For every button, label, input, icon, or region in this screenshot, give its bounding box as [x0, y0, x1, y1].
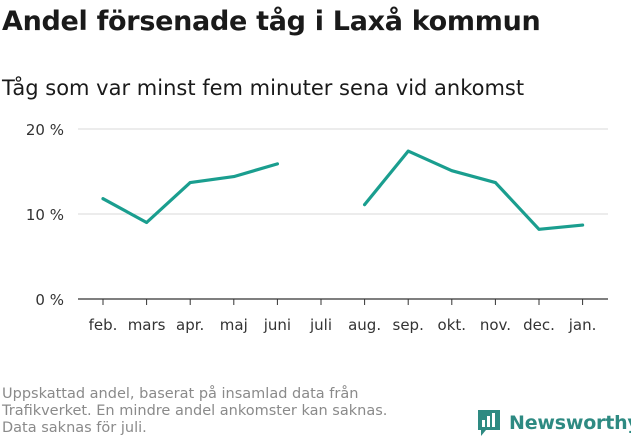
data-point: [145, 221, 149, 224]
footnote-line: Trafikverket. En mindre andel ankomster …: [2, 403, 388, 419]
x-tick-label: jan.: [568, 316, 597, 334]
series-line: [363, 149, 585, 231]
x-tick-label: aug.: [348, 316, 381, 334]
y-tick-label: 0 %: [35, 291, 64, 309]
data-point: [276, 162, 279, 166]
chart-title: Andel försenade tåg i Laxå kommun: [2, 6, 541, 37]
x-tick-label: mars: [128, 316, 166, 334]
x-tick-label: okt.: [438, 316, 467, 334]
x-tick-label: juli: [309, 316, 332, 334]
line-chart: 0 % 10 % 20 % feb. mars apr. maj juni juli aug. s…: [26, 121, 608, 334]
x-tick-label: apr.: [176, 316, 204, 334]
data-point: [537, 227, 541, 231]
brand-logo: Newsworthy: [476, 408, 631, 438]
data-point: [494, 181, 497, 184]
x-tick-label: sep.: [393, 316, 424, 334]
data-point: [232, 175, 236, 179]
data-point: [450, 169, 454, 173]
x-tick-label: feb.: [89, 316, 118, 334]
data-point: [363, 203, 366, 207]
data-point: [101, 197, 105, 201]
x-tick-label: dec.: [523, 316, 555, 334]
data-point: [188, 181, 192, 184]
footnote-line: Uppskattad andel, baserat på insamlad da…: [2, 386, 359, 402]
newsworthy-logo-icon: [478, 410, 500, 436]
x-tick-label: nov.: [480, 316, 511, 334]
x-tick-label: juni: [263, 316, 291, 334]
chart-subtitle: Tåg som var minst fem minuter sena vid a…: [2, 76, 525, 100]
y-tick-label: 10 %: [26, 206, 64, 224]
x-tick-label: maj: [220, 316, 248, 334]
data-point: [406, 149, 410, 153]
footnote: Uppskattad andel, baserat på insamlad da…: [2, 386, 442, 437]
data-point: [581, 223, 584, 227]
brand-name: Newsworthy: [509, 412, 631, 434]
footnote-line: Data saknas för juli.: [2, 420, 147, 436]
y-tick-label: 20 %: [26, 121, 64, 139]
